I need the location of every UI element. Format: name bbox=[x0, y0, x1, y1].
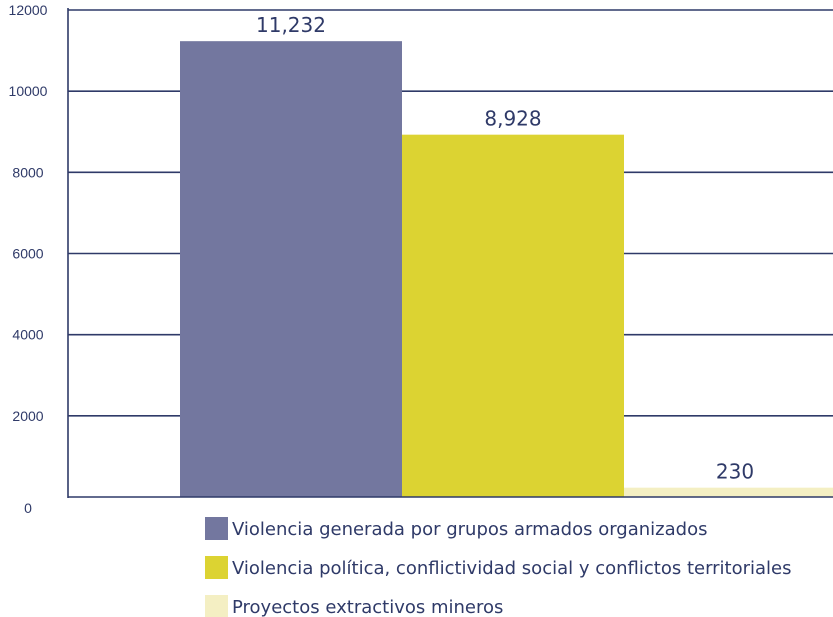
legend-label-1: Violencia generada por grupos armados or… bbox=[232, 519, 707, 540]
bar-3 bbox=[624, 487, 833, 497]
bar-value-label: 230 bbox=[716, 460, 754, 484]
legend-label-2: Violencia política, conflictividad socia… bbox=[232, 558, 792, 579]
axis-layer bbox=[67, 8, 833, 498]
legend-swatch-1 bbox=[205, 517, 228, 540]
y-tick-label: 4000 bbox=[12, 327, 43, 343]
bar-value-label: 11,232 bbox=[256, 13, 326, 37]
legend-label-3: Proyectos extractivos mineros bbox=[232, 597, 503, 617]
y-axis-ticks: 0 2000 4000 6000 8000 10000 12000 bbox=[9, 2, 48, 516]
bar-1 bbox=[180, 41, 402, 497]
bar-value-label: 8,928 bbox=[484, 107, 541, 131]
value-labels-layer: 11,232 8,928 230 bbox=[256, 13, 754, 483]
legend-swatch-3 bbox=[205, 595, 228, 617]
y-tick-label: 6000 bbox=[12, 246, 43, 262]
bars-layer bbox=[180, 41, 833, 497]
bar-2 bbox=[402, 134, 624, 497]
legend: Violencia generada por grupos armados or… bbox=[205, 517, 792, 617]
y-tick-label: 2000 bbox=[12, 408, 43, 424]
y-tick-label: 0 bbox=[24, 500, 32, 516]
y-tick-label: 8000 bbox=[12, 164, 43, 180]
legend-swatch-2 bbox=[205, 556, 228, 579]
y-tick-label: 10000 bbox=[9, 83, 48, 99]
y-tick-label: 12000 bbox=[9, 2, 48, 18]
